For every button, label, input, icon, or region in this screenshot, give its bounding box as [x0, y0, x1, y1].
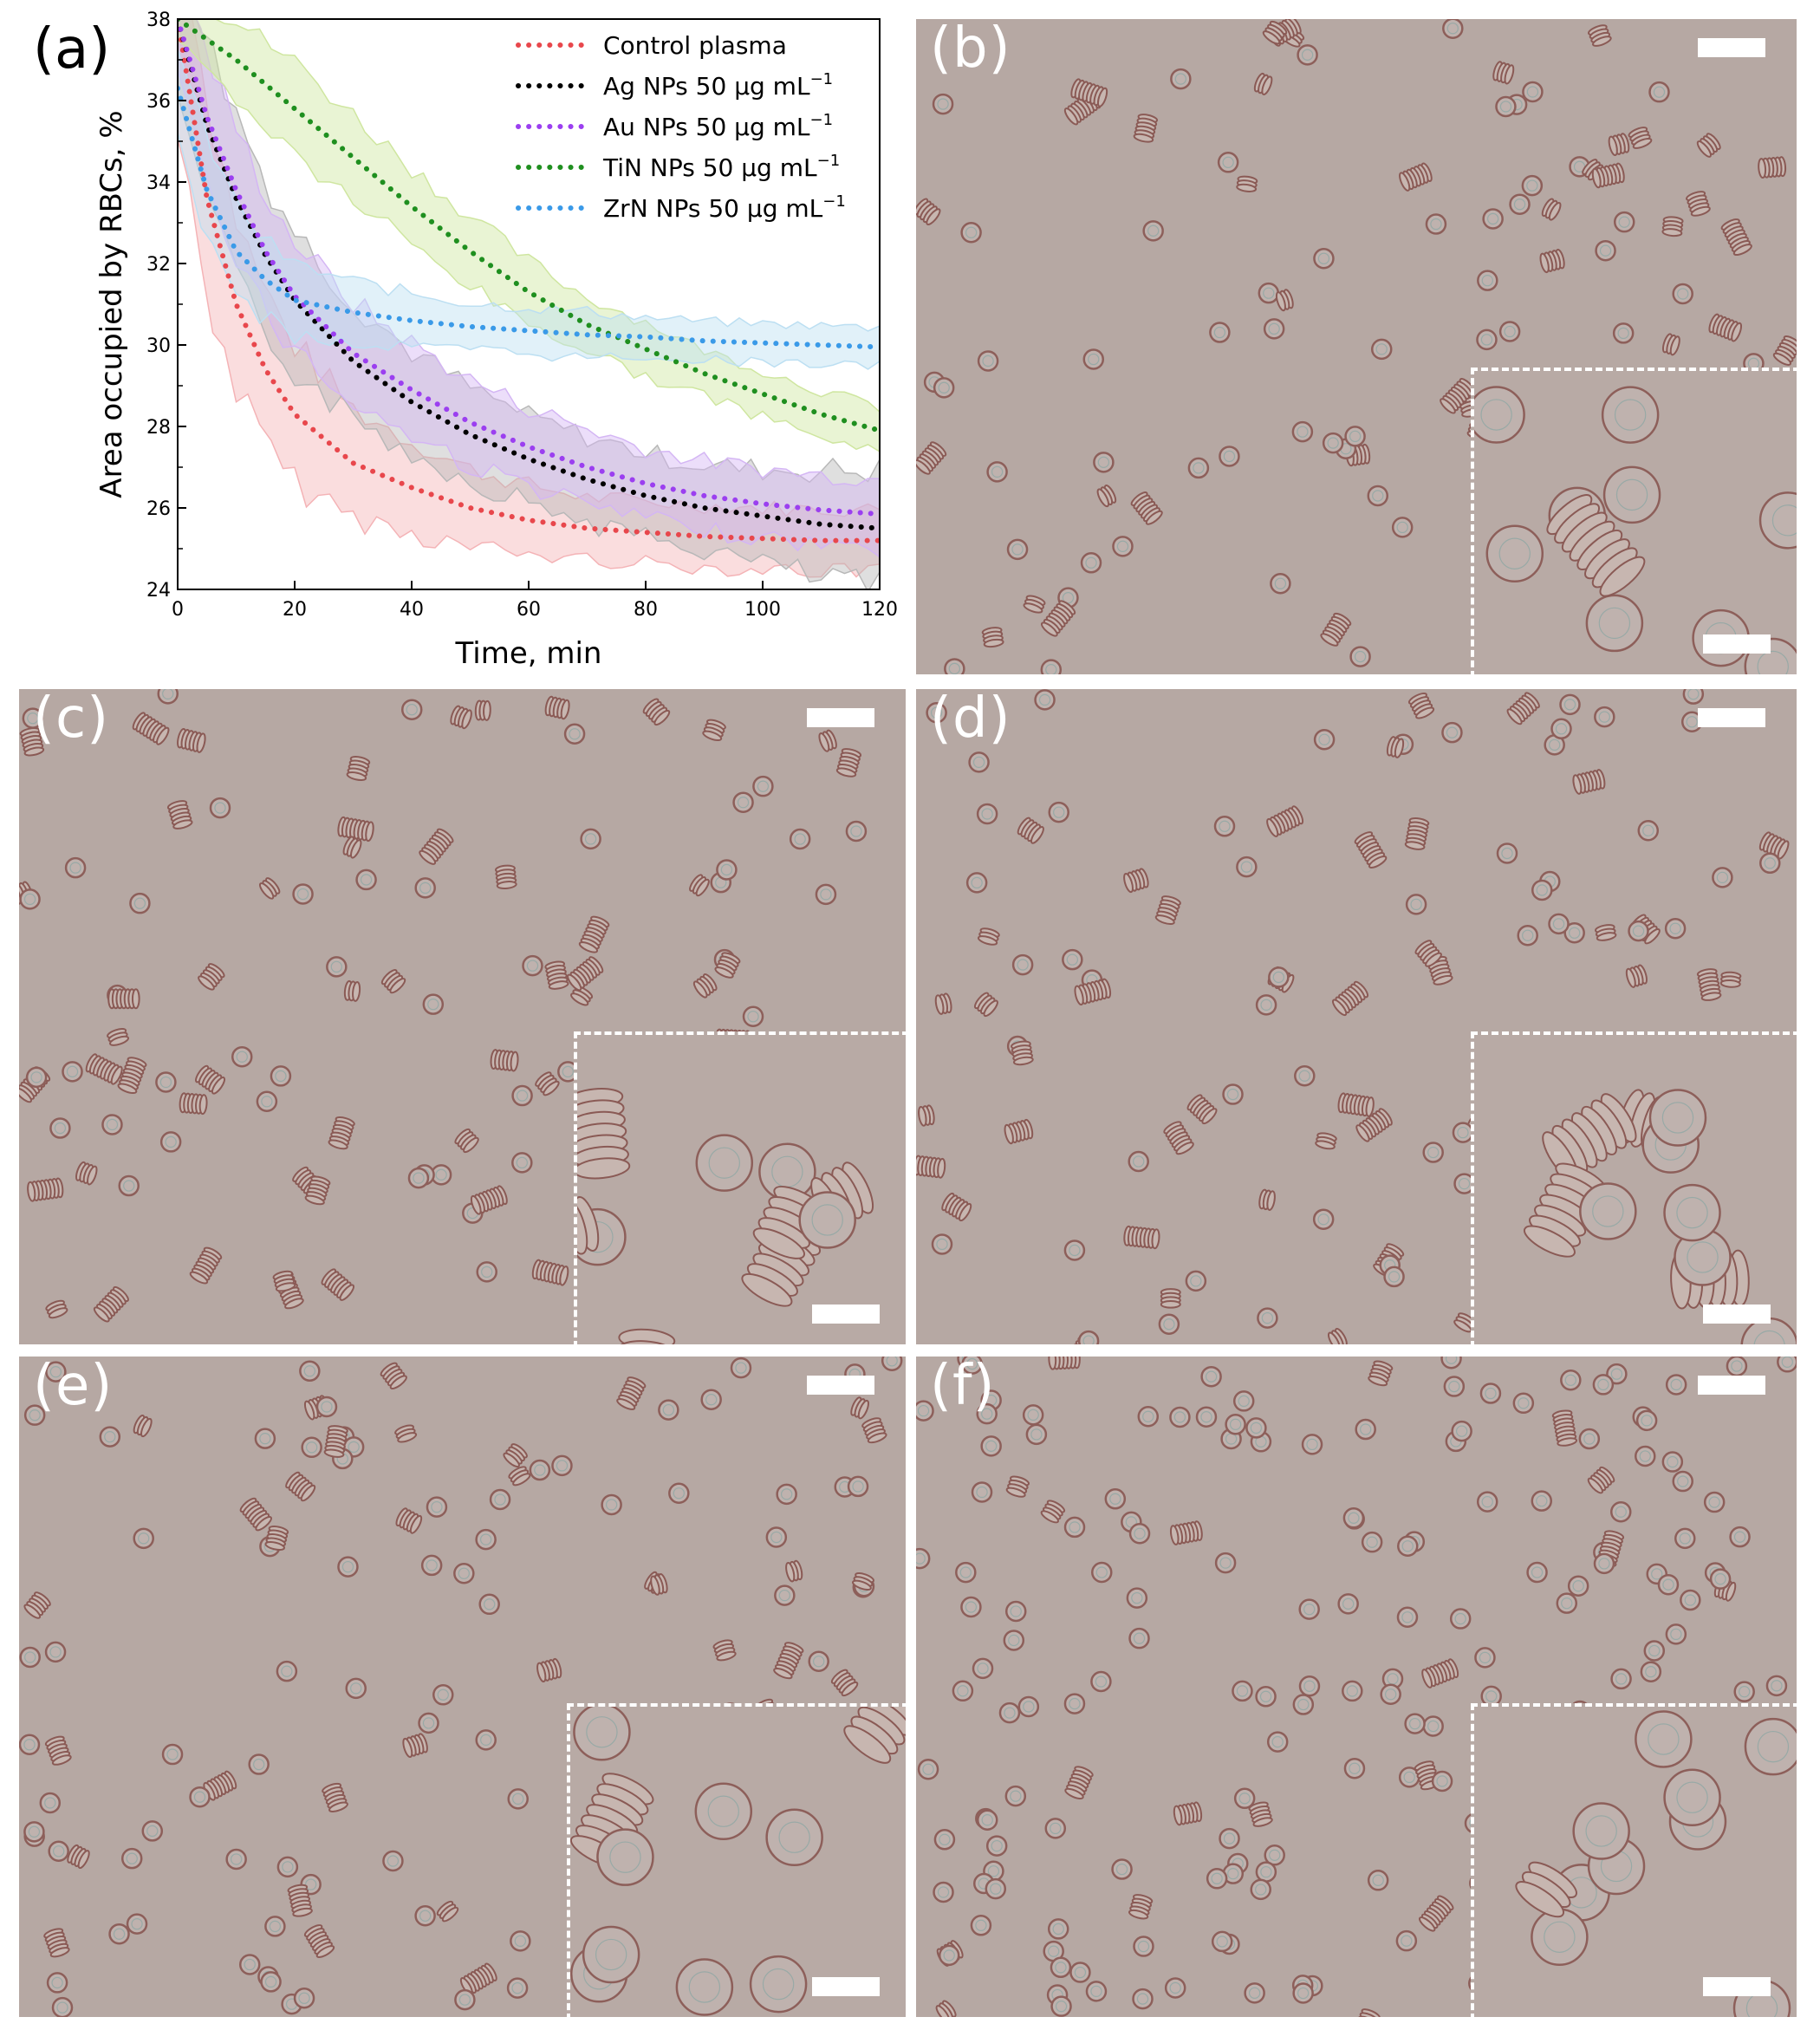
panel-a-chart: (a) 0 20 40 60 80 100 120 24 26 28 30 32 34 36 38 Tim…: [0, 0, 910, 676]
panel-e-label: (e): [33, 1357, 114, 1418]
y-tick-label: 38: [146, 10, 171, 31]
scale-bar: [1698, 708, 1765, 727]
x-tick-label: 100: [744, 599, 781, 621]
series-line-3: [178, 19, 880, 433]
y-tick-label: 32: [146, 254, 171, 276]
legend-label: Ag NPs 50 μg mL−1: [603, 70, 833, 101]
legend: Control plasma Ag NPs 50 μg mL−1 Au NPs 50…: [516, 31, 846, 223]
legend-label: ZrN NPs 50 μg mL−1: [603, 192, 846, 223]
legend-label: Au NPs 50 μg mL−1: [603, 111, 833, 141]
scale-bar: [1698, 38, 1765, 57]
panel-d-micrograph: (d): [916, 689, 1797, 1344]
panel-c-label: (c): [33, 689, 110, 751]
x-tick-label: 80: [634, 599, 658, 621]
x-tick-label: 20: [283, 599, 307, 621]
legend-label: Control plasma: [603, 31, 787, 60]
panel-a-label: (a): [33, 17, 110, 81]
inset-scale-bar: [1703, 1977, 1771, 1996]
inset-scale-bar: [812, 1977, 880, 1996]
scale-bar: [1698, 1376, 1765, 1395]
inset-scale-bar: [812, 1305, 880, 1324]
series-line-2: [178, 19, 880, 517]
panel-d-inset: [1471, 1031, 1797, 1344]
x-tick-label: 40: [400, 599, 424, 621]
panel-e-micrograph: (e): [19, 1357, 906, 2017]
y-axis-title: Area occupied by RBCs, %: [94, 110, 129, 498]
legend-label: TiN NPs 50 μg mL−1: [602, 152, 840, 182]
inset-cells: [1515, 1710, 1797, 2017]
x-axis-title: Time, min: [455, 636, 602, 671]
inset-scale-bar: [1703, 1305, 1771, 1324]
panel-c-micrograph: (c): [19, 689, 906, 1344]
y-tick-label: 26: [146, 498, 171, 520]
series-line-4: [178, 85, 880, 350]
panel-b-micrograph: (b): [916, 19, 1797, 674]
band-0: [178, 19, 880, 578]
micrograph-cells: [916, 1357, 1797, 2017]
panel-f-inset: [1471, 1703, 1797, 2017]
panel-b-label: (b): [930, 19, 1011, 81]
panel-e-inset: [567, 1703, 906, 2017]
panel-f-label: (f): [930, 1357, 996, 1418]
inset-cells: [1523, 1089, 1797, 1344]
x-tick-label: 60: [517, 599, 541, 621]
inset-scale-bar: [1703, 634, 1771, 654]
y-tick-label: 24: [146, 580, 171, 602]
inset-cells: [1474, 386, 1797, 674]
panel-b-inset: [1471, 368, 1797, 674]
band-2: [178, 19, 880, 558]
x-tick-label: 120: [861, 599, 898, 621]
series-line-0: [178, 19, 880, 543]
inset-cells: [577, 1088, 874, 1344]
chart-svg: (a) 0 20 40 60 80 100 120 24 26 28 30 32 34 36 38 Tim…: [33, 10, 898, 671]
scale-bar: [807, 708, 874, 727]
y-tick-label: 36: [146, 91, 171, 113]
panel-c-inset: [574, 1031, 906, 1344]
scale-bar: [807, 1376, 874, 1395]
x-tick-label: 0: [172, 599, 184, 621]
band-4: [178, 49, 880, 370]
panel-f-micrograph: (f): [916, 1357, 1797, 2017]
panel-d-label: (d): [930, 689, 1011, 751]
y-tick-label: 30: [146, 335, 171, 357]
y-tick-label: 34: [146, 172, 171, 194]
band-3: [178, 19, 880, 452]
y-tick-label: 28: [146, 417, 171, 439]
inset-cells: [570, 1707, 906, 2016]
